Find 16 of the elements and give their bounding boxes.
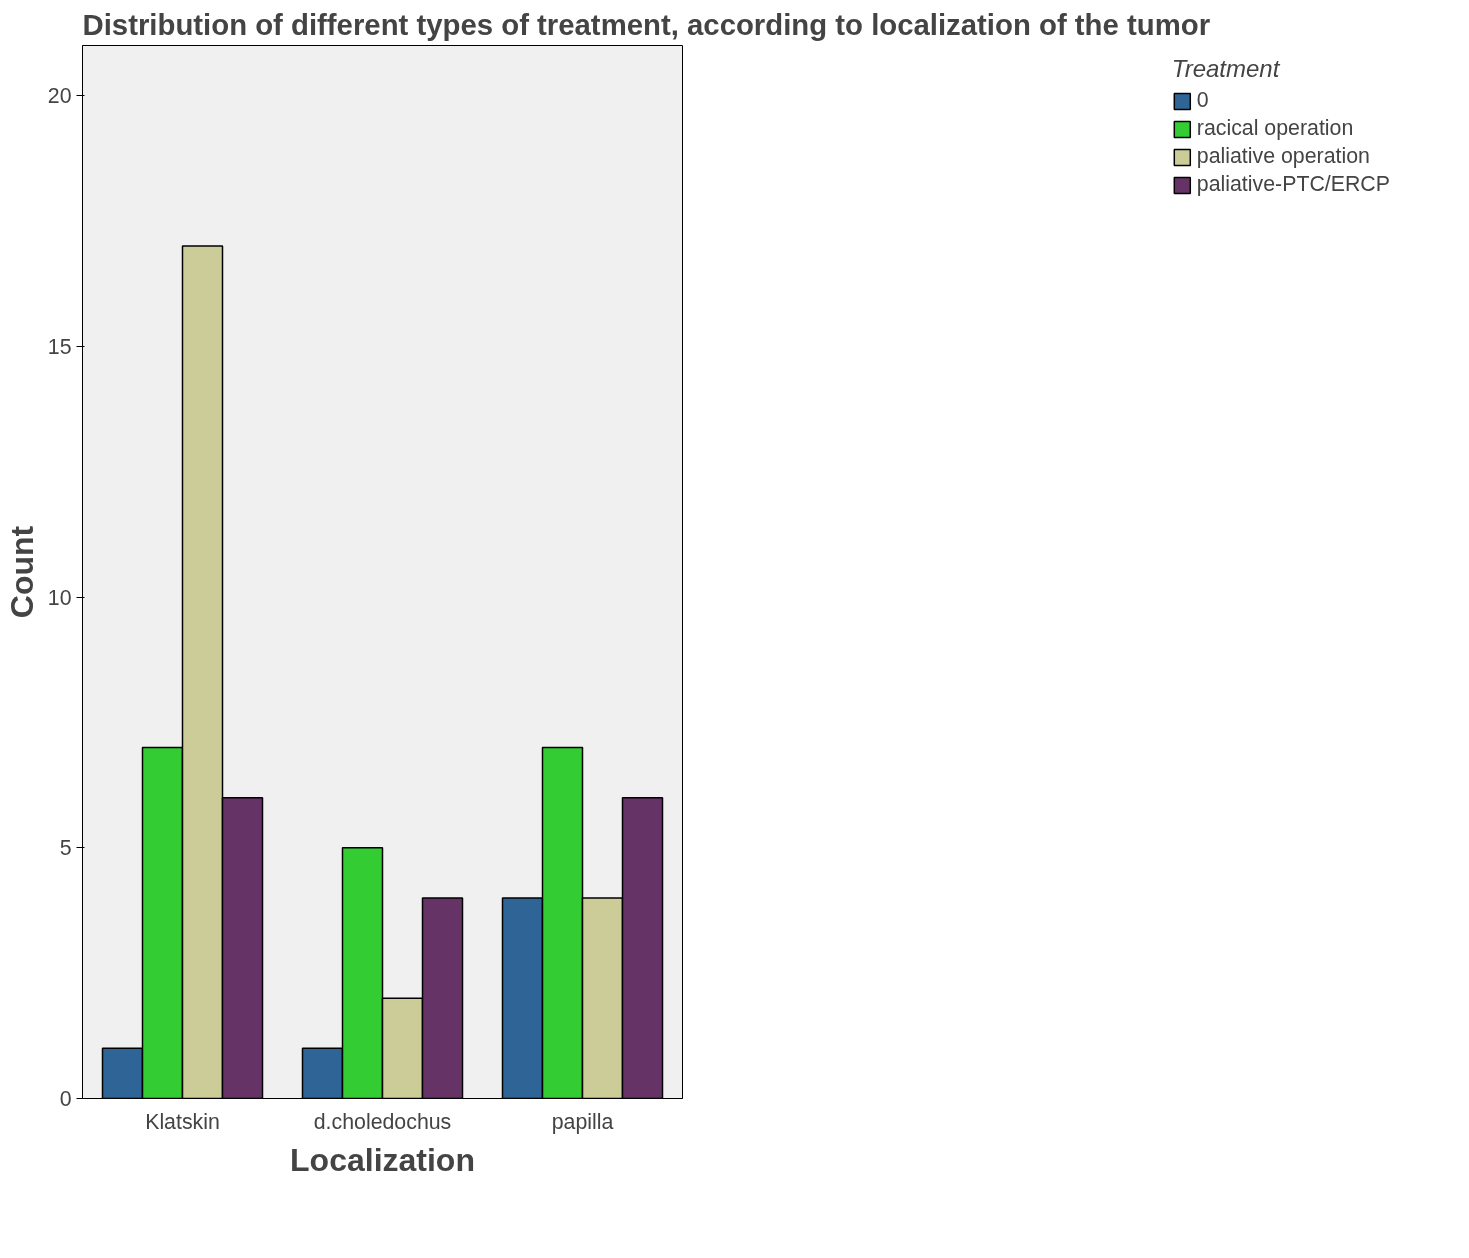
x-tick-label: d.choledochus (313, 1109, 452, 1134)
x-tick-label: papilla (551, 1109, 614, 1134)
y-tick-label: 0 (59, 1087, 72, 1111)
y-axis-title: Count (3, 525, 40, 619)
legend-label: racical operation (1196, 116, 1354, 141)
y-tick-label: 20 (47, 84, 72, 109)
x-tick-label: Klatskin (145, 1109, 220, 1134)
chart-title: Distribution of different types of treatment, according to localization of the tumor (82, 7, 1211, 41)
y-tick-label: 5 (59, 836, 72, 861)
legend-label: paliative-PTC/ERCP (1196, 172, 1390, 197)
y-tick-label: 15 (47, 334, 72, 359)
legend-label: paliative operation (1196, 144, 1370, 169)
legend-label: 0 (1196, 88, 1210, 113)
x-axis-title: Localization (290, 1141, 475, 1178)
legend-title: Treatment (1171, 55, 1281, 83)
y-tick-label: 10 (47, 585, 72, 610)
